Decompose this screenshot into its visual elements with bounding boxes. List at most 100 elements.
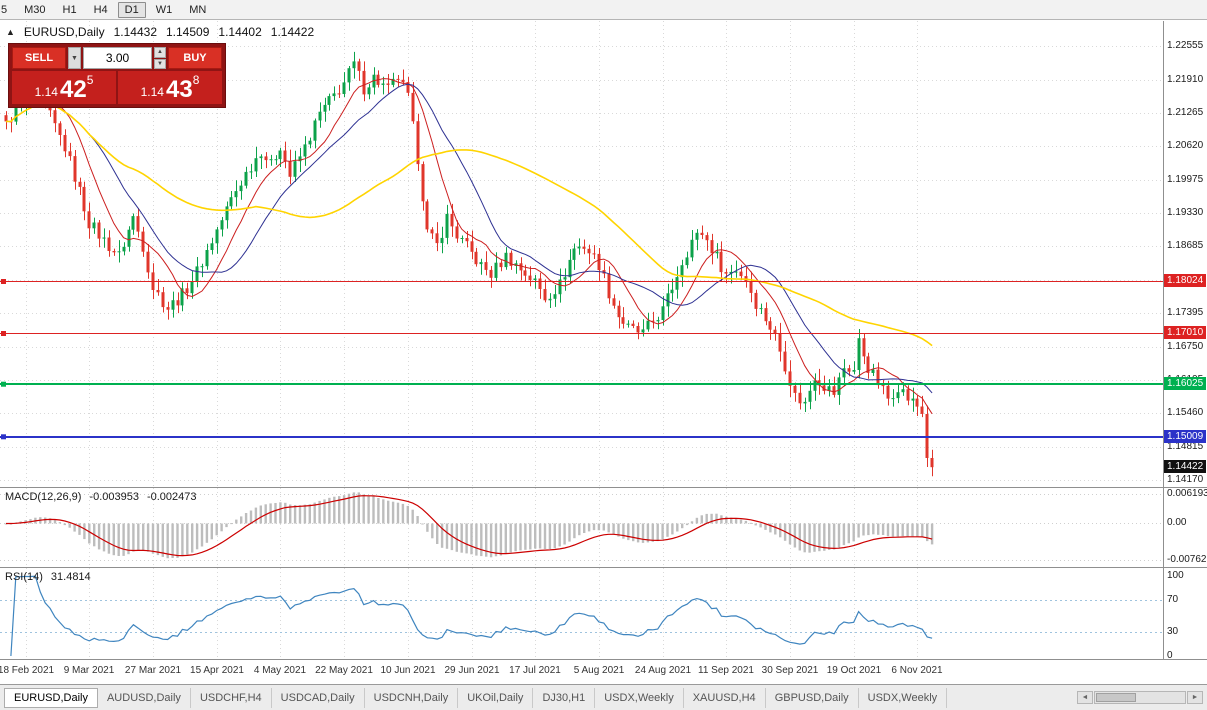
chart-tab-audusd-daily[interactable]: AUDUSD,Daily [98,687,191,708]
chart-tabs: EURUSD,Daily AUDUSD,Daily USDCHF,H4 USDCAD,… [4,687,948,708]
rsi-indicator-canvas[interactable] [0,568,1163,659]
date-axis-label: 18 Feb 2021 [0,665,55,676]
rsi-axis-label: 0 [1167,650,1173,661]
buy-price-display[interactable]: 1.14 43 8 [118,71,222,104]
price-axis-label: 1.14170 [1167,474,1204,485]
volume-up-icon[interactable]: ▲ [154,47,166,58]
macd-signal-line [6,495,933,557]
macd-axis-label: 0.006193 [1167,488,1207,499]
date-axis-label: 5 Aug 2021 [573,665,625,676]
chart-tab-usdcnh-daily[interactable]: USDCNH,Daily [365,687,459,708]
date-axis-label: 6 Nov 2021 [891,665,943,676]
price-axis-label: 1.19975 [1167,174,1204,185]
macd-axis-label: 0.00 [1167,517,1187,528]
chart-tab-gbpusd-daily[interactable]: GBPUSD,Daily [766,687,859,708]
volume-input[interactable]: 3.00 [83,47,152,69]
tab-scroll-left-icon[interactable]: ◄ [1077,691,1093,704]
ohlc-close: 1.14422 [270,25,315,39]
price-axis-label: 1.19330 [1167,207,1204,218]
rsi-axis-label: 100 [1167,570,1184,581]
rsi-axis-label: 70 [1167,594,1179,605]
macd-name: MACD(12,26,9) [5,491,82,503]
date-axis-label: 4 May 2021 [253,665,307,676]
volume-dropdown-icon[interactable]: ▼ [68,47,81,69]
line-handle[interactable] [1,331,6,336]
one-click-toggle-icon[interactable]: ▲ [6,27,15,37]
date-axis-label: 15 Apr 2021 [190,665,244,676]
macd-signal-value: -0.002473 [146,491,197,503]
date-axis-label: 11 Sep 2021 [698,665,754,676]
hline-price-tag: 1.17010 [1164,326,1207,339]
chart-ohlc-header: ▲ EURUSD,Daily 1.14432 1.14509 1.14402 1… [6,25,314,39]
chart-tab-usdcad-daily[interactable]: USDCAD,Daily [272,687,365,708]
tab-scrollbar-track[interactable] [1094,691,1186,704]
chart-tab-xauusd-h4[interactable]: XAUUSD,H4 [684,687,766,708]
buy-price-big: 43 [165,76,193,103]
timeframe-button-5[interactable]: 5 [1,3,8,16]
timeframe-button-h1[interactable]: H1 [62,3,77,16]
line-handle[interactable] [1,381,6,387]
price-axis-label: 1.20620 [1167,140,1204,151]
chart-tab-usdx-weekly[interactable]: USDX,Weekly [859,687,948,708]
macd-indicator-canvas[interactable] [0,488,1163,567]
timeframe-button-mn[interactable]: MN [189,3,207,16]
buy-button[interactable]: BUY [168,47,222,69]
sell-price-big: 42 [59,76,87,103]
rsi-header: RSI(14) 31.4814 [5,571,91,583]
date-axis-label: 17 Jul 2021 [509,665,561,676]
price-axis-label: 1.18685 [1167,240,1204,251]
ohlc-low: 1.14402 [218,25,262,39]
sell-button[interactable]: SELL [12,47,66,69]
rsi-panel-separator[interactable] [0,567,1207,568]
rsi-axis[interactable]: 100 70 30 0 [1164,568,1207,661]
main-chart-canvas[interactable] [0,21,1163,487]
chart-tab-usdx-weekly[interactable]: USDX,Weekly [595,687,684,708]
volume-stepper: ▲ ▼ [154,47,166,69]
timeframe-button-d1[interactable]: D1 [117,1,146,18]
date-axis[interactable]: 18 Feb 2021 9 Mar 2021 27 Mar 2021 15 Apr 2… [0,662,1163,682]
price-axis-label: 1.17395 [1167,307,1204,318]
ma-line-slow [5,103,933,347]
timeframe-toolbar: 5 M30 H1 H4 D1 W1 MN [0,0,1207,20]
rsi-value: 31.4814 [50,571,91,583]
sell-price-display[interactable]: 1.14 42 5 [12,71,116,104]
tab-scrollbar: ◄ ► [1077,690,1203,705]
rsi-name: RSI(14) [5,571,43,583]
chart-tab-eurusd-daily[interactable]: EURUSD,Daily [4,687,98,708]
ma-line-fast [5,78,933,415]
date-axis-label: 10 Jun 2021 [380,665,436,676]
rsi-line [10,575,933,657]
price-axis-label: 1.15460 [1167,407,1204,418]
chart-tab-ukoil-daily[interactable]: UKOil,Daily [458,687,534,708]
price-axis-border [1163,21,1164,660]
current-price-tag: 1.14422 [1164,460,1207,473]
macd-header: MACD(12,26,9) -0.003953 -0.002473 [5,491,197,503]
price-axis-label: 1.14815 [1167,441,1204,452]
one-click-trading-panel: SELL ▼ 3.00 ▲ ▼ BUY 1.14 42 5 1.14 43 8 [8,43,226,108]
price-axis-label: 1.21910 [1167,74,1204,85]
macd-main-value: -0.003953 [89,491,139,503]
timeframe-button-w1[interactable]: W1 [155,3,173,16]
chart-window: ▲ EURUSD,Daily 1.14432 1.14509 1.14402 1… [0,21,1207,684]
buy-price-prefix: 1.14 [140,85,164,99]
line-handle[interactable] [1,434,6,440]
chart-tab-dj30-h1[interactable]: DJ30,H1 [533,687,596,708]
price-axis-label: 1.22555 [1167,40,1204,51]
tab-scrollbar-thumb[interactable] [1096,693,1136,702]
volume-down-icon[interactable]: ▼ [154,58,166,69]
line-handle[interactable] [1,279,6,284]
timeframe-button-h4[interactable]: H4 [93,3,108,16]
macd-panel-separator[interactable] [0,487,1207,488]
price-axis[interactable]: 1.22555 1.21910 1.21265 1.20620 1.19975 1.193… [1164,21,1207,487]
sell-price-prefix: 1.14 [34,85,58,99]
date-axis-label: 30 Sep 2021 [761,665,819,676]
timeframe-button-m30[interactable]: M30 [24,3,46,16]
date-axis-label: 27 Mar 2021 [124,665,182,676]
hline-price-tag: 1.16025 [1164,377,1207,390]
ma-line-medium [5,83,933,394]
chart-tab-usdchf-h4[interactable]: USDCHF,H4 [191,687,272,708]
tab-scroll-right-icon[interactable]: ► [1187,691,1203,704]
date-axis-label: 29 Jun 2021 [444,665,500,676]
